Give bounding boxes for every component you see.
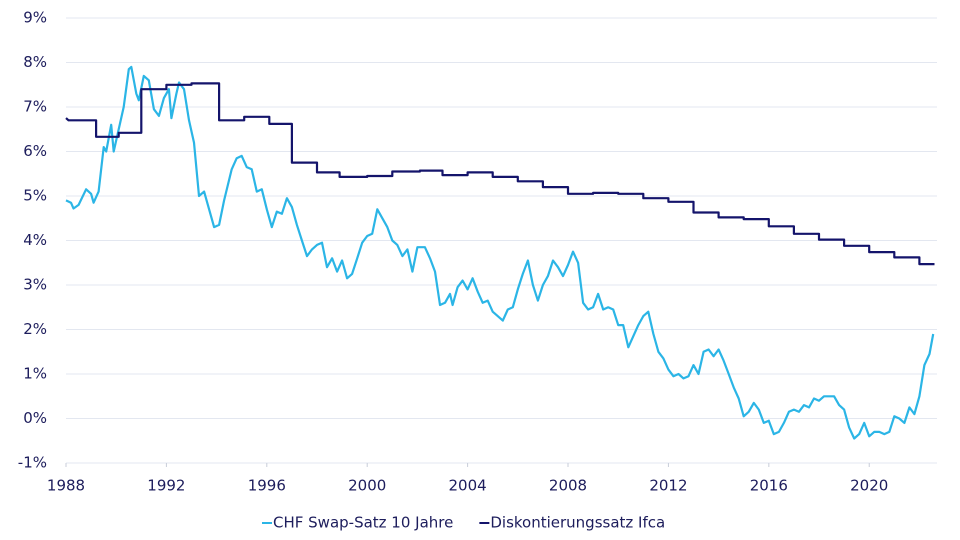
series-line	[65, 82, 935, 266]
series-line	[65, 65, 935, 440]
x-tick-label: 1996	[248, 477, 286, 495]
x-tick-label: 2020	[850, 477, 888, 495]
y-tick-label: 9%	[23, 9, 47, 27]
x-tick-label: 1988	[47, 477, 85, 495]
x-tick-label: 2004	[449, 477, 487, 495]
y-tick-label: 6%	[23, 142, 47, 160]
y-tick-label: 1%	[23, 365, 47, 383]
y-tick-label: 0%	[23, 409, 47, 427]
y-tick-label: -1%	[18, 454, 47, 472]
legend-label: Diskontierungssatz Ifca	[490, 514, 665, 532]
x-tick-label: 2008	[549, 477, 587, 495]
x-tick-label: 1992	[147, 477, 185, 495]
y-tick-label: 8%	[23, 53, 47, 71]
y-tick-label: 5%	[23, 187, 47, 205]
x-tick-label: 2000	[348, 477, 386, 495]
y-tick-label: 3%	[23, 276, 47, 294]
y-tick-label: 4%	[23, 231, 47, 249]
x-tick-label: 2012	[649, 477, 687, 495]
y-tick-label: 7%	[23, 98, 47, 116]
legend-label: CHF Swap-Satz 10 Jahre	[273, 514, 453, 532]
x-tick-label: 2016	[750, 477, 788, 495]
y-tick-label: 2%	[23, 320, 47, 338]
